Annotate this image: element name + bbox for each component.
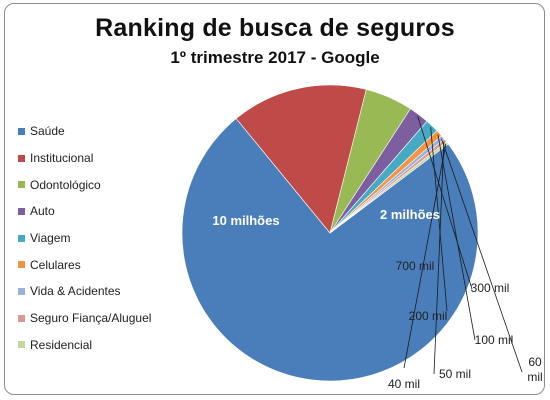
legend-label: Saúde: [30, 124, 65, 139]
data-label: 100 mil: [475, 333, 514, 347]
leader-lines: [403, 116, 523, 375]
legend-item-viagem: Viagem: [18, 225, 151, 252]
data-label: 10 milhões: [212, 213, 279, 228]
chart-subtitle: 1º trimestre 2017 - Google: [170, 48, 380, 67]
chart-title: Ranking de busca de seguros: [95, 14, 455, 42]
legend-item-residencial: Residencial: [18, 332, 151, 359]
leader-line: [403, 143, 447, 369]
legend-item-seguro-fianca: Seguro Fiança/Aluguel: [18, 305, 151, 332]
data-labels: 10 milhões 2 milhões 700 mil 300 mil 200 mil…: [212, 207, 542, 391]
pie-slice: [235, 84, 367, 234]
pie-slices: [181, 84, 479, 382]
legend-swatch: [18, 261, 25, 269]
pie-slice: [181, 118, 479, 382]
legend-item-institucional: Institucional: [18, 145, 151, 172]
legend: Saúde Institucional Odontológico Auto Vi…: [18, 118, 151, 358]
legend-item-vida-acidentes: Vida & Acidentes: [18, 278, 151, 305]
leader-line: [433, 141, 445, 375]
leader-line: [417, 116, 473, 290]
pie-slice: [329, 141, 449, 234]
legend-swatch: [18, 314, 25, 322]
legend-item-odontologico: Odontológico: [18, 171, 151, 198]
legend-label: Seguro Fiança/Aluguel: [30, 311, 152, 326]
data-label: 50 mil: [439, 367, 471, 381]
legend-swatch: [18, 127, 25, 135]
data-label: 300 mil: [471, 281, 510, 295]
leader-line: [437, 134, 476, 341]
legend-swatch: [18, 154, 25, 162]
leader-line: [430, 127, 448, 312]
legend-item-auto: Auto: [18, 198, 151, 225]
legend-label: Odontológico: [30, 177, 101, 192]
leader-line: [441, 138, 523, 373]
legend-swatch: [18, 207, 25, 215]
legend-swatch: [18, 287, 25, 295]
data-label: 40 mil: [388, 377, 420, 391]
legend-label: Celulares: [30, 257, 81, 272]
data-label: 2 milhões: [380, 207, 440, 222]
legend-swatch: [18, 234, 25, 242]
legend-label: Institucional: [30, 151, 94, 166]
legend-label: Viagem: [30, 231, 71, 246]
legend-label: Auto: [30, 204, 55, 219]
legend-label: Residencial: [30, 337, 93, 352]
legend-item-celulares: Celulares: [18, 251, 151, 278]
data-label: 700 mil: [396, 259, 435, 273]
legend-swatch: [18, 341, 25, 349]
data-label: 200 mil: [409, 309, 448, 323]
legend-swatch: [18, 181, 25, 189]
data-label: 60 mil: [527, 355, 542, 384]
legend-item-saude: Saúde: [18, 118, 151, 145]
legend-label: Vida & Acidentes: [30, 284, 121, 299]
